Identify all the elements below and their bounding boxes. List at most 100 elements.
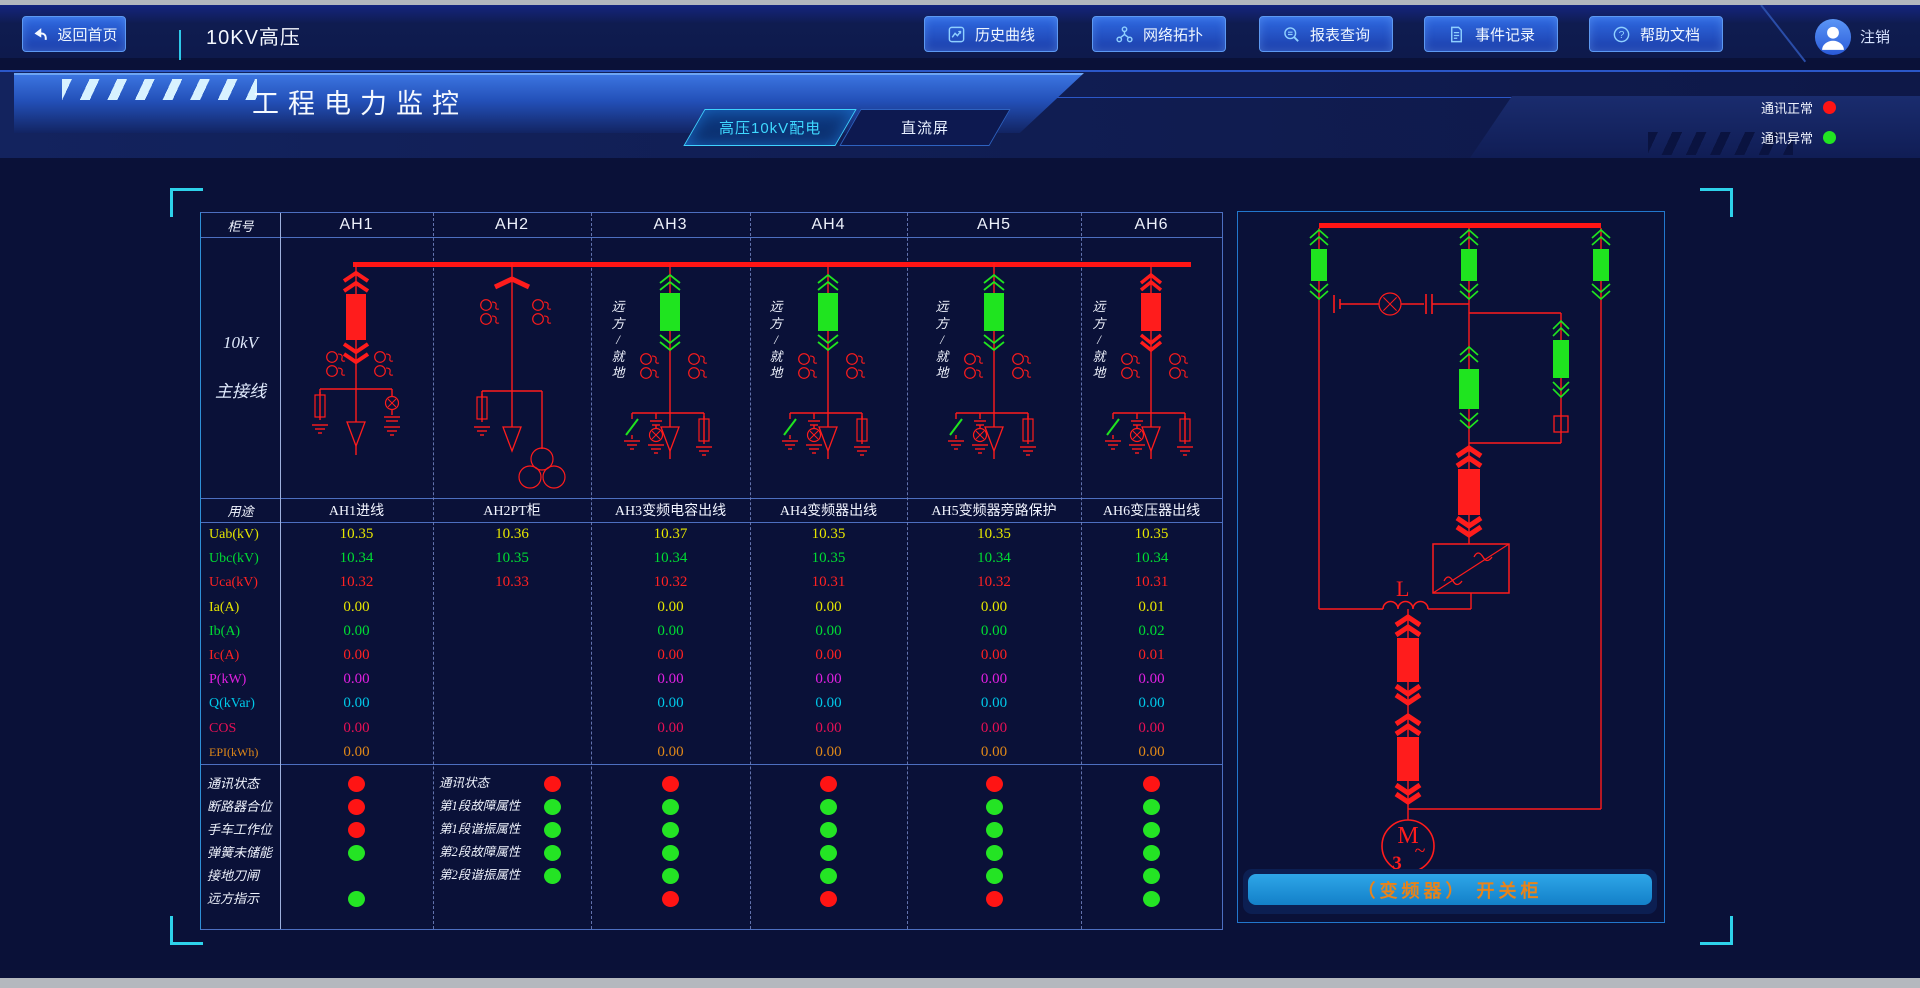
header-band: 工程电力监控 高压10kV配电 直流屏 通讯正常 通讯异常 [0, 70, 1920, 158]
status-dot-AH4 [820, 822, 837, 838]
status-dot-AH4 [820, 868, 837, 884]
svg-text:?: ? [1619, 30, 1625, 41]
usage-value: AH5变频器旁路保护 [931, 504, 1057, 519]
avatar[interactable] [1814, 18, 1852, 56]
status-dot-AH1 [348, 799, 365, 815]
measurement-value: 0.00 [657, 671, 684, 688]
measurement-value: 0.00 [1138, 719, 1165, 736]
usage-value: AH4变频器出线 [779, 504, 878, 519]
measurement-value: 10.35 [1134, 526, 1169, 542]
status-dot-AH6 [1143, 868, 1160, 884]
measurement-value: 0.01 [1138, 598, 1165, 615]
measurement-value: 0.00 [815, 598, 842, 615]
status-dot-AH4 [820, 891, 837, 907]
measurement-value: 0.00 [343, 647, 370, 663]
nav-button-label: 事件记录 [1474, 26, 1535, 44]
measurement-value: 10.33 [495, 574, 529, 591]
usage-value: AH1进线 [328, 504, 385, 519]
measurement-value: 0.00 [980, 622, 1008, 639]
measurement-value: 0.00 [815, 647, 842, 663]
nav-event-record-button[interactable]: 事件记录 [1424, 16, 1558, 52]
status-dot-AH2 [543, 868, 561, 884]
nav-history-curve-button[interactable]: 历史曲线 [924, 16, 1058, 52]
logout-button[interactable]: 注销 [1860, 29, 1891, 46]
svg-text:M: M [1397, 823, 1418, 849]
usage-value: AH6变压器出线 [1102, 504, 1201, 519]
cabinet-diagram-AH6 [1081, 237, 1222, 498]
status-dot-AH5 [985, 868, 1003, 884]
measurement-value: 0.00 [1138, 671, 1165, 688]
back-home-button[interactable]: 返回首页 [22, 16, 126, 52]
measurement-value: 10.34 [977, 550, 1011, 567]
measurement-label: Uab(kV) [209, 527, 259, 542]
col-divider [907, 213, 908, 929]
status-dot-AH1 [348, 891, 365, 907]
measurement-value: 0.00 [657, 719, 684, 736]
nav-network-topology-button[interactable]: 网络拓扑 [1092, 16, 1226, 52]
top-gray-strip [0, 0, 1920, 5]
status-dot-AH2 [543, 845, 561, 861]
measurement-value: 0.00 [657, 647, 684, 663]
measurement-value: 10.34 [653, 550, 688, 567]
event-record-icon [1447, 25, 1466, 44]
status-dot-AH6 [1143, 891, 1160, 907]
measurement-value: 0.01 [1138, 647, 1165, 663]
label-col-divider [280, 213, 281, 929]
feeder-panel: L M ~3 [1237, 211, 1665, 923]
cabinet-diagram-AH3 [591, 237, 750, 498]
measurement-value: 0.00 [815, 719, 842, 736]
cabinet-header-AH3: AH3 [653, 216, 688, 233]
nav-button-label: 帮助文档 [1639, 26, 1700, 44]
status-label: 弹簧未储能 [207, 845, 273, 860]
usage-value: AH3变频电容出线 [614, 504, 727, 519]
nav-report-search-button[interactable]: 报表查询 [1259, 16, 1393, 52]
nav-help-doc-button[interactable]: ? 帮助文档 [1589, 16, 1723, 52]
measurement-label: Uca(kV) [209, 575, 258, 591]
help-doc-icon: ? [1612, 25, 1631, 44]
tab-dc-screen[interactable]: 直流屏 [839, 109, 1011, 146]
remote-local-label: 远方 / 就地 [769, 299, 783, 380]
usage-value: AH2PT柜 [483, 504, 541, 519]
status-dot-AH3 [662, 822, 679, 838]
corner-bracket-bl [170, 916, 203, 945]
report-search-icon [1282, 25, 1301, 44]
measurement-label: EPI(kWh) [209, 744, 259, 759]
measurement-value: 0.00 [815, 743, 842, 760]
measurement-value: 0.00 [343, 598, 370, 615]
corner-bracket-tr [1700, 188, 1733, 217]
measurement-value: 10.31 [811, 574, 846, 591]
measurement-label: Ubc(kV) [209, 551, 259, 567]
row-divider [201, 237, 1222, 238]
measurement-value: 0.00 [1138, 695, 1165, 712]
measurement-value: 10.34 [339, 550, 374, 567]
measurement-value: 0.00 [657, 743, 684, 760]
nav-button-label: 网络拓扑 [1142, 26, 1203, 44]
decor-stripes-left [62, 79, 257, 100]
col-divider [1081, 213, 1082, 929]
measurement-value: 0.02 [1138, 622, 1165, 639]
topbar: 返回首页 10KV高压 历史曲线 网络拓扑 报表查询 事件记录? 帮助文档 注销 [0, 4, 1920, 63]
measurement-label: COS [209, 720, 237, 736]
measurement-label: Ia(A) [209, 599, 240, 615]
measurement-value: 0.00 [343, 622, 370, 639]
status-dot-AH4 [820, 776, 837, 792]
cabinet-no-label: 柜号 [227, 218, 254, 234]
nav-button-label: 报表查询 [1309, 26, 1370, 44]
back-home-label: 返回首页 [57, 26, 118, 44]
measurement-label: Ic(A) [209, 648, 240, 663]
panel-caption-wrap: （变频器） 开关柜 [1243, 869, 1657, 914]
row-divider [201, 498, 1222, 499]
row-divider [201, 764, 1222, 765]
measurement-value: 0.00 [657, 695, 684, 712]
panel-caption-text: （变频器） 开关柜 [1357, 880, 1543, 901]
status-dot-AH2 [543, 776, 561, 792]
cabinet-diagram-AH1 [280, 237, 433, 498]
measurement-value: 0.00 [980, 647, 1008, 663]
status-dot-AH6 [1143, 776, 1160, 792]
cabinet-diagram-AH2 [433, 237, 591, 498]
tab-hv-10kv[interactable]: 高压10kV配电 [683, 109, 857, 146]
col-divider [433, 213, 434, 929]
row-divider [201, 522, 1222, 523]
topbar-divider [179, 30, 181, 60]
